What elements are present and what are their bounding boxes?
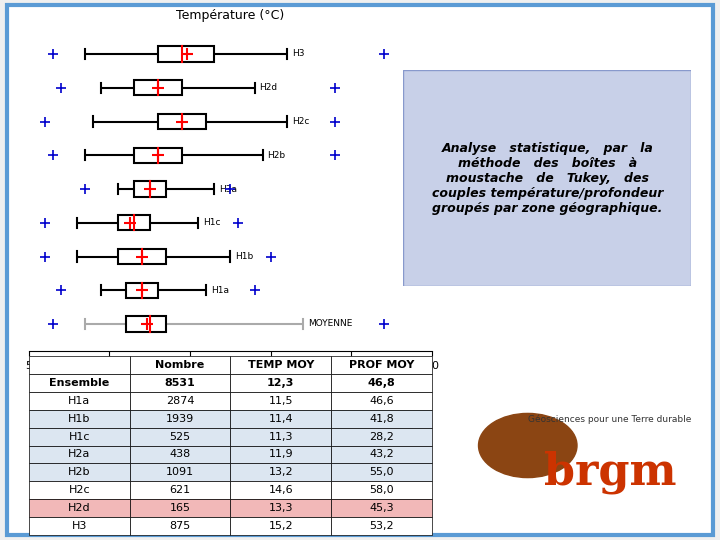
Title: Température (°C): Température (°C) [176, 9, 284, 22]
Text: H1a: H1a [211, 286, 229, 295]
Bar [117, 215, 150, 231]
Text: H3a: H3a [219, 185, 237, 193]
Text: H1c: H1c [203, 218, 220, 227]
Bar [134, 181, 166, 197]
FancyBboxPatch shape [403, 70, 691, 286]
Text: Analyse   statistique,   par   la
méthode   des   boîtes   à
moustache   de   Tu: Analyse statistique, par la méthode des … [431, 141, 663, 215]
Text: Géosciences pour une Terre durable: Géosciences pour une Terre durable [528, 414, 691, 423]
Text: H2b: H2b [268, 151, 286, 160]
Circle shape [479, 414, 577, 477]
Text: H2d: H2d [259, 83, 277, 92]
Bar [117, 249, 166, 264]
Bar [134, 80, 182, 96]
Bar [125, 282, 158, 298]
Bar [125, 316, 166, 332]
Text: brgm: brgm [544, 450, 676, 494]
Text: H2c: H2c [292, 117, 309, 126]
Text: H3: H3 [292, 50, 304, 58]
Bar [134, 147, 182, 163]
Text: H1b: H1b [235, 252, 253, 261]
Bar [158, 114, 206, 129]
FancyBboxPatch shape [7, 5, 713, 535]
Text: MOYENNE: MOYENNE [308, 320, 352, 328]
Bar [158, 46, 215, 62]
